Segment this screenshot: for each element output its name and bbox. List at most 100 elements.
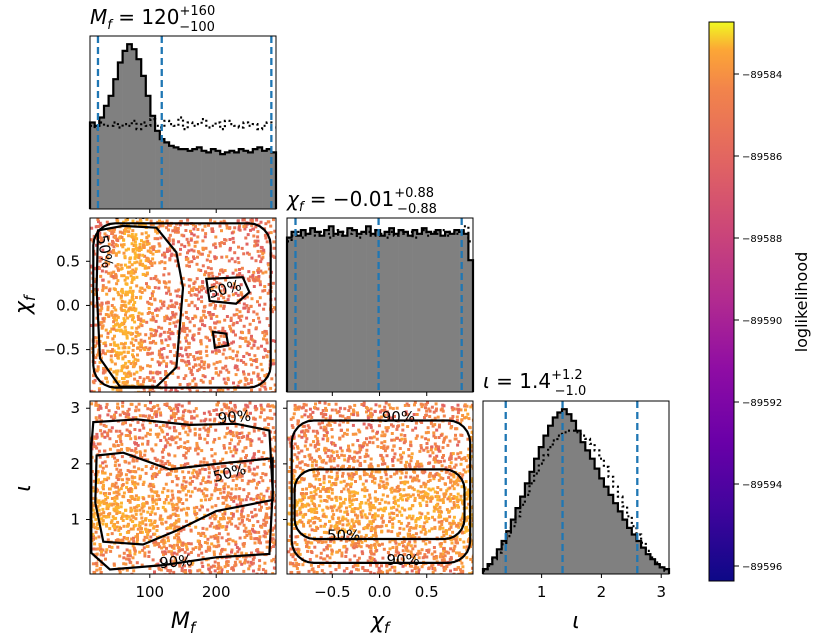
hist-bar bbox=[580, 442, 586, 574]
y-tick-label: 2 bbox=[70, 455, 80, 473]
hist-bar bbox=[659, 567, 665, 574]
contour-50-mf-iota bbox=[94, 451, 274, 546]
hist-bar bbox=[608, 494, 614, 574]
hist-bar bbox=[576, 430, 581, 574]
hist-bar bbox=[426, 231, 432, 392]
hist-iota bbox=[481, 401, 671, 574]
hist-bar bbox=[440, 235, 446, 392]
hist-bar bbox=[645, 554, 651, 574]
hist-mf bbox=[88, 36, 278, 210]
hist-bar bbox=[324, 230, 330, 392]
contour-50-mf-chif bbox=[95, 224, 185, 388]
hist-bar bbox=[562, 409, 567, 574]
hist-bar bbox=[183, 149, 188, 209]
contour-label: 90% bbox=[159, 551, 194, 572]
title-iota-median: 1.4 bbox=[519, 369, 551, 393]
colorbar-tick-label: −89594 bbox=[742, 480, 782, 491]
title-mf-upper: +160 bbox=[180, 4, 216, 19]
hist-bar bbox=[370, 233, 376, 392]
hist-bar bbox=[650, 559, 656, 574]
hist-bar bbox=[192, 149, 198, 209]
hist-bar bbox=[393, 233, 399, 392]
hist-bar bbox=[314, 231, 320, 392]
panel-mf-chif: 50%90%50% bbox=[90, 218, 276, 392]
ylabel-iota: ι bbox=[11, 484, 36, 491]
panel-frame bbox=[89, 400, 277, 575]
y-tick-label: 0.5 bbox=[56, 252, 80, 270]
hist-bar bbox=[421, 228, 427, 392]
hist-bar bbox=[515, 508, 521, 574]
hist-bar bbox=[585, 450, 591, 574]
title-chif-sub: f bbox=[299, 200, 306, 215]
hist-bar bbox=[356, 233, 362, 392]
hist-bar bbox=[108, 95, 114, 209]
hist-bar bbox=[501, 541, 507, 574]
hist-bar bbox=[599, 478, 605, 574]
hist-bar bbox=[617, 511, 623, 574]
colorbar-tick-label: −89588 bbox=[742, 234, 782, 245]
hist-bar bbox=[164, 142, 170, 209]
contour-50b-mf-chif bbox=[205, 276, 251, 305]
contour-50c-mf-chif bbox=[211, 330, 230, 350]
hist-bar bbox=[417, 233, 423, 392]
hist-chif bbox=[285, 218, 475, 392]
x-tick-label: −0.5 bbox=[314, 583, 350, 601]
contour-label: 90% bbox=[382, 408, 415, 426]
contour-label: 50% bbox=[327, 527, 360, 545]
hist-bar bbox=[187, 150, 193, 209]
hist-bar bbox=[131, 49, 137, 210]
title-chif-upper: +0.88 bbox=[394, 186, 434, 201]
title-mf-symbol: M bbox=[90, 5, 107, 29]
panel-mf-iota: 90%50%90% bbox=[90, 401, 276, 574]
hist-bar bbox=[524, 483, 530, 574]
hist-bar bbox=[380, 235, 385, 392]
hist-bar bbox=[445, 231, 451, 392]
hist-bar bbox=[234, 152, 240, 209]
contour-90-chif-iota bbox=[290, 419, 472, 564]
hist-bar bbox=[291, 231, 297, 392]
title-chif-symbol: χ bbox=[286, 187, 300, 211]
hist-bar bbox=[347, 228, 353, 392]
hist-bar bbox=[178, 149, 184, 209]
hist-bar bbox=[215, 150, 221, 209]
hist-bar bbox=[627, 527, 633, 574]
hist-bar bbox=[631, 534, 637, 574]
contour-label: 50% bbox=[93, 234, 117, 270]
hist-bar bbox=[342, 235, 348, 392]
hist-bar bbox=[636, 541, 642, 574]
contour-label: 90% bbox=[217, 407, 252, 428]
hist-bar bbox=[468, 260, 474, 392]
hist-step bbox=[88, 43, 278, 209]
hist-bar bbox=[122, 50, 128, 210]
hist-prior bbox=[483, 429, 669, 572]
hist-bar bbox=[310, 228, 316, 392]
hist-bar bbox=[655, 564, 660, 574]
hist-bar bbox=[141, 75, 147, 210]
hist-bar bbox=[552, 417, 558, 574]
hist-bar bbox=[243, 150, 249, 209]
hist-bar bbox=[94, 125, 100, 209]
hist-bar bbox=[449, 233, 455, 392]
hist-bar bbox=[238, 149, 244, 209]
hist-bar bbox=[271, 152, 277, 209]
hist-bar bbox=[257, 147, 263, 209]
hist-bar bbox=[454, 230, 460, 392]
title-iota-upper: +1.2 bbox=[551, 368, 583, 383]
hist-bar bbox=[538, 447, 544, 574]
colorbar-tick-label: −89592 bbox=[742, 398, 782, 409]
hist-bar bbox=[366, 226, 372, 392]
hist-bar bbox=[169, 145, 175, 209]
xlabel-chif: χf bbox=[370, 609, 392, 637]
hist-bar bbox=[613, 503, 619, 574]
panel-frame bbox=[89, 35, 277, 210]
hist-bar bbox=[229, 150, 235, 209]
hist-bar bbox=[173, 147, 179, 209]
hist-bar bbox=[113, 79, 119, 209]
hist-bar bbox=[407, 235, 413, 392]
hist-bar bbox=[571, 420, 577, 574]
ylabel-chif: χf bbox=[11, 293, 39, 315]
hist-bar bbox=[590, 458, 595, 574]
colorbar-label: loglikelihood bbox=[792, 252, 811, 353]
hist-bar bbox=[510, 519, 516, 574]
hist-bar bbox=[543, 435, 549, 574]
